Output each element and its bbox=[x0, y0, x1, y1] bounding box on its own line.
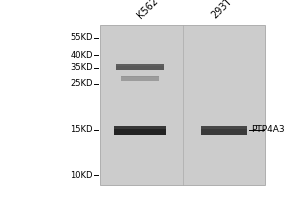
Bar bbox=[201, 126, 247, 129]
Bar bbox=[114, 126, 166, 134]
Bar bbox=[116, 64, 164, 70]
Text: 40KD: 40KD bbox=[70, 50, 93, 60]
Text: 55KD: 55KD bbox=[70, 33, 93, 43]
Text: 35KD: 35KD bbox=[70, 64, 93, 72]
Text: PTP4A3: PTP4A3 bbox=[251, 126, 285, 134]
Text: 293T: 293T bbox=[210, 0, 234, 20]
Bar bbox=[121, 75, 159, 77]
Text: 15KD: 15KD bbox=[70, 126, 93, 134]
Text: 25KD: 25KD bbox=[70, 79, 93, 88]
Text: 10KD: 10KD bbox=[70, 170, 93, 180]
Bar bbox=[121, 75, 159, 80]
Bar bbox=[100, 25, 265, 185]
Text: K562: K562 bbox=[135, 0, 160, 20]
Bar bbox=[114, 126, 166, 129]
Bar bbox=[116, 64, 164, 66]
Bar bbox=[201, 126, 247, 134]
